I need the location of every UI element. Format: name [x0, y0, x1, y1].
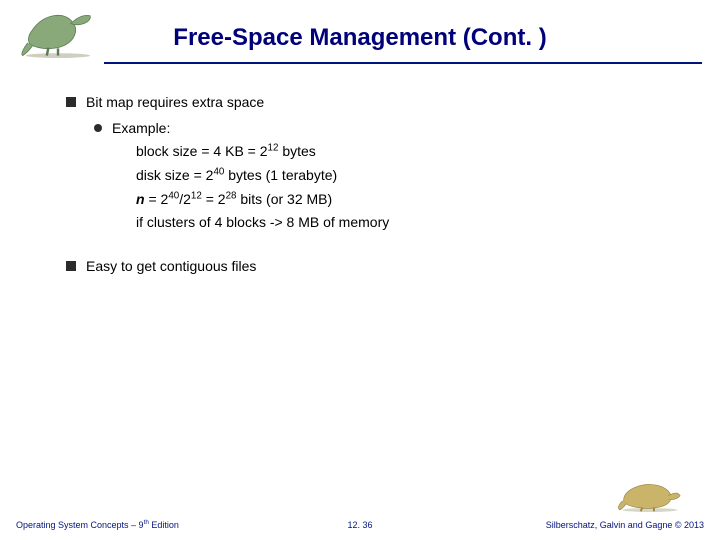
- sub-bullet-1-text: Example:: [112, 118, 170, 140]
- ex-l3-d: bits (or 32 MB): [236, 191, 332, 207]
- ex-l2-sup: 40: [213, 166, 224, 177]
- ex-l1-b: bytes: [278, 143, 315, 159]
- ex-l3-sup2: 12: [191, 190, 202, 201]
- example-line-2: disk size = 240 bytes (1 terabyte): [136, 165, 690, 187]
- example-line-4: if clusters of 4 blocks -> 8 MB of memor…: [136, 212, 690, 234]
- square-bullet-icon: [66, 261, 76, 271]
- ex-l3-c: = 2: [202, 191, 226, 207]
- slide-title: Free-Space Management (Cont. ): [0, 18, 720, 52]
- ex-l2-a: disk size = 2: [136, 167, 213, 183]
- footer-right-b: © 2013: [675, 520, 704, 530]
- ex-l1-a: block size = 4 KB = 2: [136, 143, 268, 159]
- bullet-main-1-text: Bit map requires extra space: [86, 92, 264, 114]
- ex-l3-sup1: 40: [168, 190, 179, 201]
- slide-content: Bit map requires extra space Example: bl…: [66, 92, 690, 282]
- example-line-1: block size = 4 KB = 212 bytes: [136, 141, 690, 163]
- bullet-main-1: Bit map requires extra space: [66, 92, 690, 114]
- ex-l2-b: bytes (1 terabyte): [224, 167, 337, 183]
- slide-footer: Operating System Concepts – 9th Edition …: [0, 506, 720, 540]
- sub-bullet-1: Example:: [94, 118, 690, 140]
- header-rule: [104, 62, 702, 64]
- square-bullet-icon: [66, 97, 76, 107]
- ex-l3-n: n: [136, 191, 145, 207]
- example-block: block size = 4 KB = 212 bytes disk size …: [136, 141, 690, 234]
- footer-right-a: Silberschatz, Galvin and Gagne: [546, 520, 675, 530]
- ex-l3-sup3: 28: [226, 190, 237, 201]
- bullet-main-2: Easy to get contiguous files: [66, 256, 690, 278]
- ex-l3-a: = 2: [145, 191, 169, 207]
- example-line-3: n = 240/212 = 228 bits (or 32 MB): [136, 189, 690, 211]
- slide-header: Free-Space Management (Cont. ): [0, 0, 720, 70]
- bullet-main-2-text: Easy to get contiguous files: [86, 256, 256, 278]
- footer-right: Silberschatz, Galvin and Gagne © 2013: [546, 520, 704, 530]
- ex-l1-sup: 12: [268, 143, 279, 154]
- ex-l3-b: /2: [179, 191, 191, 207]
- dinosaur-top-icon: [18, 6, 98, 58]
- disc-bullet-icon: [94, 124, 102, 132]
